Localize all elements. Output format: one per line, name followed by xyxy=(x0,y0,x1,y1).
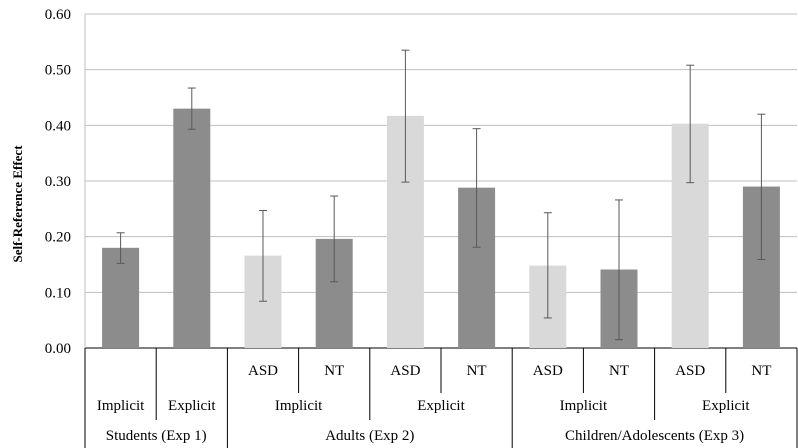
bars xyxy=(102,108,780,349)
category-label: ASD xyxy=(390,363,420,379)
category-label: NT xyxy=(324,363,344,379)
y-tick-label: 0.40 xyxy=(45,118,71,134)
condition-label: Explicit xyxy=(417,398,465,414)
y-tick-label: 0.10 xyxy=(45,285,71,301)
category-label: NT xyxy=(751,363,771,379)
y-axis-title: Self-Reference Effect xyxy=(10,145,25,263)
category-label: ASD xyxy=(248,363,278,379)
bar xyxy=(173,108,211,348)
condition-label: Explicit xyxy=(168,398,216,414)
condition-label: Implicit xyxy=(560,398,608,414)
y-tick-label: 0.60 xyxy=(45,7,71,23)
category-axis: ASD NT ASD NT ASD NT ASD NT Implicit Explicit Impl… xyxy=(84,348,798,448)
y-tick-label: 0.30 xyxy=(45,174,71,190)
experiment-label: Children/Adolescents (Exp 3) xyxy=(565,428,744,444)
y-axis-tick-labels: 0.00 0.10 0.20 0.30 0.40 0.50 0.60 xyxy=(45,7,71,357)
y-tick-label: 0.00 xyxy=(45,341,71,357)
condition-label: Implicit xyxy=(97,398,145,414)
category-label: ASD xyxy=(533,363,563,379)
category-label: NT xyxy=(467,363,487,379)
y-tick-label: 0.50 xyxy=(45,63,71,79)
experiment-label: Students (Exp 1) xyxy=(106,428,207,444)
category-label: NT xyxy=(609,363,629,379)
error-bars xyxy=(116,49,766,341)
category-label: ASD xyxy=(675,363,705,379)
y-tick-label: 0.20 xyxy=(45,230,71,246)
condition-label: Implicit xyxy=(275,398,323,414)
condition-label: Explicit xyxy=(702,398,750,414)
experiment-label: Adults (Exp 2) xyxy=(325,428,414,444)
bar xyxy=(102,247,140,348)
